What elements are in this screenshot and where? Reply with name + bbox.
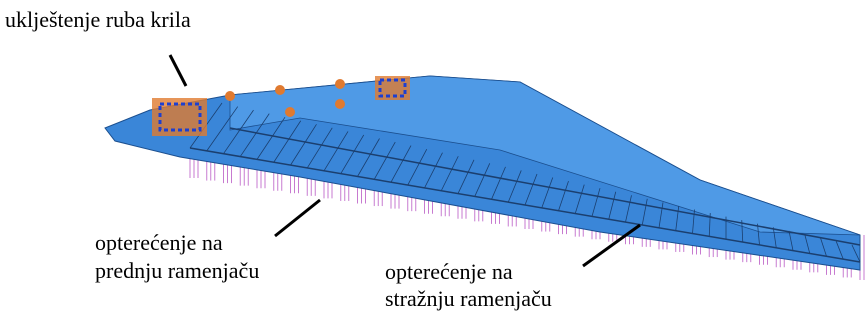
figure: uklještenje ruba krila opterećenje na pr…: [0, 0, 865, 313]
label: opterećenje na: [385, 259, 513, 284]
label: prednju ramenjaču: [95, 258, 259, 283]
label: opterećenje na: [95, 230, 223, 255]
pointer: [170, 55, 186, 86]
pointer: [275, 200, 320, 236]
label: stražnju ramenjaču: [385, 286, 552, 311]
label: uklještenje ruba krila: [5, 7, 191, 32]
